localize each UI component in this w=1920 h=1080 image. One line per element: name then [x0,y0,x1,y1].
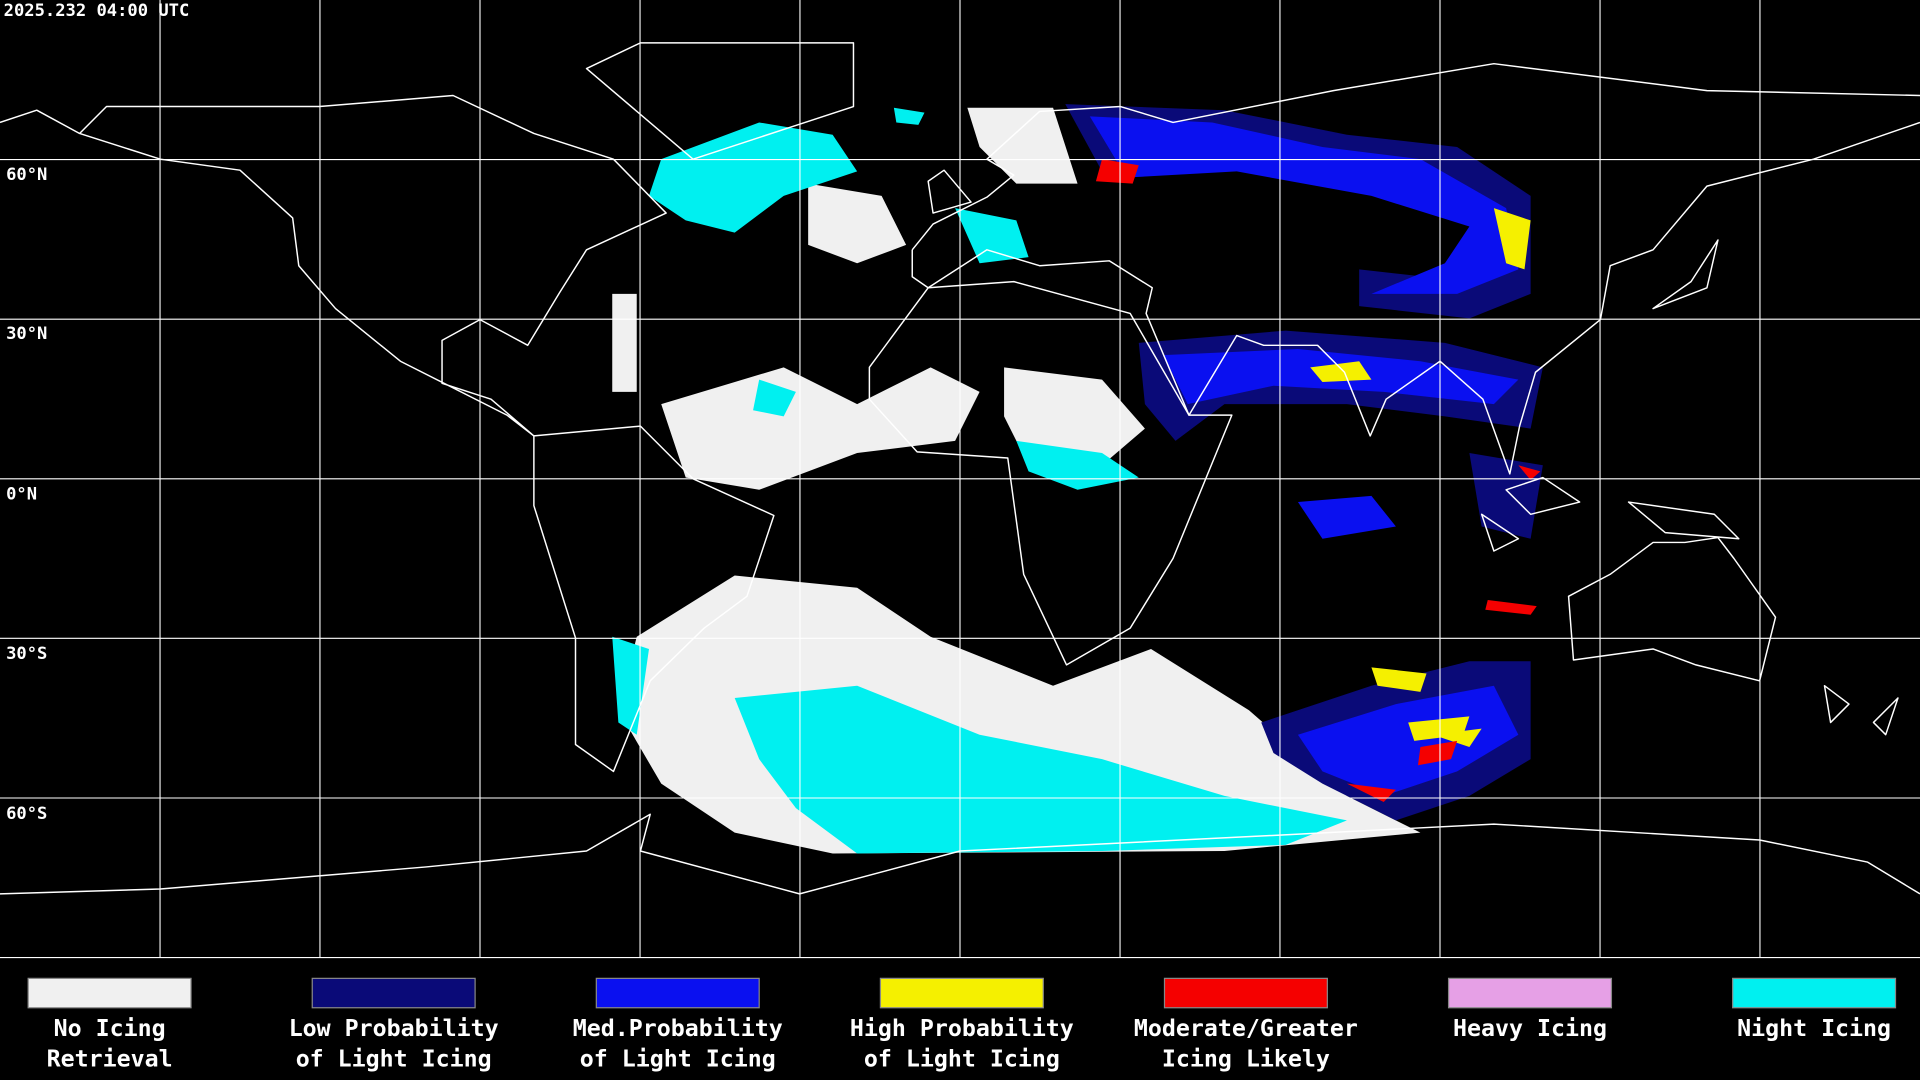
night-icing-area [612,107,1347,854]
legend-swatch [1447,977,1613,1009]
legend-label: Retrieval [47,1046,173,1073]
legend-swatch [1163,977,1328,1009]
legend-swatch [879,977,1044,1009]
legend-swatch [27,977,192,1009]
legend-item: High Probability of Light Icing [850,977,1074,1073]
legend-label: Low Probability [289,1015,499,1042]
legend-item: Night Icing [1732,977,1897,1042]
latitude-label: 0°N [6,485,37,505]
legend-label: Heavy Icing [1453,1015,1607,1042]
legend-item: Med.Probability of Light Icing [573,977,783,1073]
legend-item: No Icing Retrieval [27,977,192,1073]
legend-label: Med.Probability [573,1015,783,1042]
latitude-label: 30°S [6,644,47,664]
legend-label: No Icing [54,1015,166,1042]
latitude-label: 60°N [6,165,47,185]
latitude-label: 60°S [6,804,47,824]
retrieval-area [612,107,1421,854]
legend-item: Moderate/Greater Icing Likely [1134,977,1358,1073]
legend-label: of Light Icing [864,1046,1060,1073]
latitude-labels: 60°N 30°N 0°N 30°S 60°S [6,165,47,824]
legend-label: Icing Likely [1162,1046,1330,1073]
legend-swatch [595,977,760,1009]
legend-label: of Light Icing [580,1046,776,1073]
legend: No Icing Retrieval Low Probability of Light… [27,977,1897,1073]
legend-swatch [311,977,476,1009]
coastlines [0,42,1920,895]
legend-swatch [1732,977,1897,1009]
icing-probability-area [1065,104,1543,821]
legend-item: Heavy Icing [1447,977,1613,1042]
latitude-label: 30°N [6,324,47,344]
legend-label: Night Icing [1737,1015,1891,1042]
legend-label: Moderate/Greater [1134,1015,1358,1042]
legend-label: High Probability [850,1015,1074,1042]
legend-item: Low Probability of Light Icing [289,977,499,1073]
timestamp: 2025.232 04:00 UTC [4,1,190,21]
legend-label: of Light Icing [296,1046,492,1073]
